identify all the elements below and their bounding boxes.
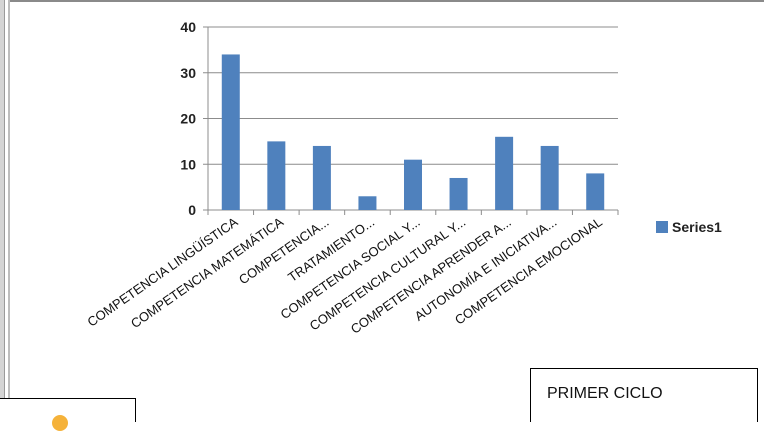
bottom-left-panel: [0, 398, 136, 431]
window-frame-left: [0, 0, 5, 422]
axes: 0 10 20 30 40: [180, 19, 619, 218]
y-tick-label: 10: [180, 156, 196, 172]
bar: [267, 141, 286, 210]
bar: [586, 173, 605, 210]
y-tick-label: 40: [180, 19, 196, 35]
primer-ciclo-text-box: PRIMER CICLO: [530, 368, 758, 422]
bars: [221, 54, 605, 211]
bar: [312, 145, 331, 210]
y-tick-label: 0: [188, 202, 196, 218]
bar-chart: 0 10 20 30 40 COMPETENCIA LINGÜÍSTICACOMPETE…: [85, 19, 722, 337]
legend: Series1: [656, 219, 722, 235]
legend-label: Series1: [672, 219, 722, 235]
orange-circle-icon: [52, 415, 68, 431]
window-frame-top: [10, 0, 764, 2]
bar: [404, 159, 422, 210]
window-frame-inner-left: [8, 0, 10, 422]
bar: [540, 145, 559, 210]
bar: [495, 136, 514, 210]
y-tick-label: 30: [180, 65, 196, 81]
bar: [358, 196, 377, 210]
primer-ciclo-label: PRIMER CICLO: [547, 385, 663, 402]
bar: [221, 54, 240, 211]
legend-swatch: [656, 221, 668, 233]
bar: [449, 177, 468, 210]
y-tick-label: 20: [180, 111, 196, 127]
